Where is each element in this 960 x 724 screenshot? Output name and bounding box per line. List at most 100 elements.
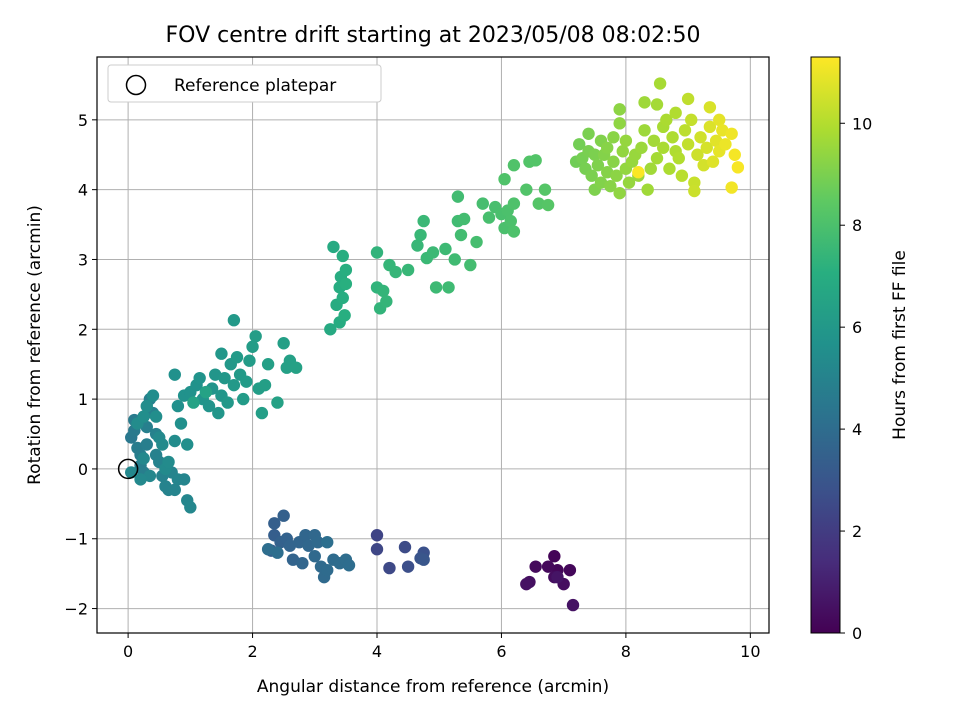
data-point — [162, 455, 175, 469]
data-point — [632, 166, 645, 179]
data-point — [177, 473, 191, 486]
data-point — [573, 138, 586, 151]
data-point — [601, 141, 614, 154]
reference-marker — [117, 458, 139, 480]
data-point — [137, 452, 150, 465]
data-point — [731, 161, 745, 174]
data-point — [660, 113, 673, 127]
data-point — [377, 284, 390, 298]
data-point — [448, 253, 461, 266]
data-point — [619, 134, 633, 147]
data-point — [380, 295, 393, 308]
data-point — [681, 92, 695, 106]
data-point — [635, 141, 648, 154]
data-point — [184, 501, 197, 514]
data-point — [137, 410, 150, 423]
data-point — [520, 183, 533, 196]
data-point — [289, 361, 303, 374]
data-point — [601, 166, 614, 179]
data-point — [401, 560, 415, 573]
data-point — [706, 155, 720, 168]
data-point — [339, 277, 353, 291]
data-point — [143, 469, 157, 483]
data-point — [588, 148, 601, 161]
data-point — [338, 309, 351, 322]
x-tick-label: 2 — [247, 642, 257, 661]
data-point — [725, 181, 738, 194]
data-point — [283, 539, 297, 552]
data-point — [237, 392, 250, 406]
data-point — [149, 410, 163, 423]
x-tick-label: 0 — [123, 642, 133, 661]
data-point — [302, 539, 315, 552]
data-point — [429, 281, 443, 294]
data-point — [470, 235, 483, 249]
data-point — [299, 529, 312, 542]
data-point — [271, 396, 284, 409]
data-point — [604, 179, 617, 193]
data-point — [296, 556, 309, 570]
data-point — [457, 212, 471, 226]
y-axis-label: Rotation from reference (arcmin) — [25, 205, 45, 485]
data-point — [719, 138, 732, 151]
data-point — [647, 134, 661, 147]
data-point — [566, 598, 580, 612]
legend: Reference platepar — [107, 64, 382, 103]
data-point — [616, 145, 629, 158]
colorbar-gradient — [810, 56, 841, 634]
data-point — [728, 148, 741, 161]
data-point — [476, 197, 489, 210]
data-point — [529, 560, 542, 573]
data-point — [454, 228, 468, 242]
data-point — [258, 378, 272, 392]
data-point — [529, 154, 542, 167]
data-point — [507, 159, 521, 172]
data-point — [498, 172, 511, 186]
data-point — [585, 169, 598, 182]
legend-label-reference: Reference platepar — [174, 76, 336, 96]
data-point — [398, 540, 412, 554]
data-point — [212, 406, 225, 420]
data-point — [653, 77, 667, 90]
data-point — [442, 281, 455, 294]
data-point — [286, 553, 300, 566]
data-point — [134, 473, 147, 486]
data-point — [520, 577, 533, 591]
data-point — [383, 561, 396, 575]
data-point — [507, 225, 521, 238]
colorbar-tick-label: 10 — [852, 114, 872, 133]
data-point — [370, 543, 384, 556]
data-point — [691, 148, 704, 161]
data-point — [641, 183, 654, 196]
data-point — [541, 198, 555, 212]
data-point — [202, 399, 216, 413]
data-point — [538, 183, 552, 196]
x-axis-ticks: 0 2 4 6 8 10 — [123, 633, 761, 661]
data-point — [370, 246, 384, 259]
x-tick-label: 4 — [372, 642, 382, 661]
data-point — [277, 337, 290, 350]
data-point — [426, 246, 440, 259]
data-point — [700, 141, 713, 154]
data-point — [243, 354, 256, 367]
data-point — [261, 358, 275, 371]
colorbar-label: Hours from first FF file — [890, 250, 910, 440]
data-point — [713, 113, 726, 127]
data-point — [451, 190, 465, 203]
data-point — [249, 330, 262, 343]
data-point — [610, 169, 623, 182]
data-point — [411, 239, 424, 252]
data-point — [622, 176, 636, 189]
data-point — [209, 368, 222, 381]
data-point — [675, 169, 689, 182]
colorbar: 0 2 4 6 8 10 Hours from first FF file — [810, 56, 910, 643]
data-point — [255, 406, 269, 420]
data-point — [703, 101, 717, 114]
data-point — [336, 291, 349, 305]
data-point — [324, 323, 337, 336]
data-point — [685, 113, 698, 127]
data-point — [464, 258, 477, 272]
data-point — [246, 340, 259, 353]
data-point — [613, 186, 626, 200]
data-point — [666, 131, 679, 144]
